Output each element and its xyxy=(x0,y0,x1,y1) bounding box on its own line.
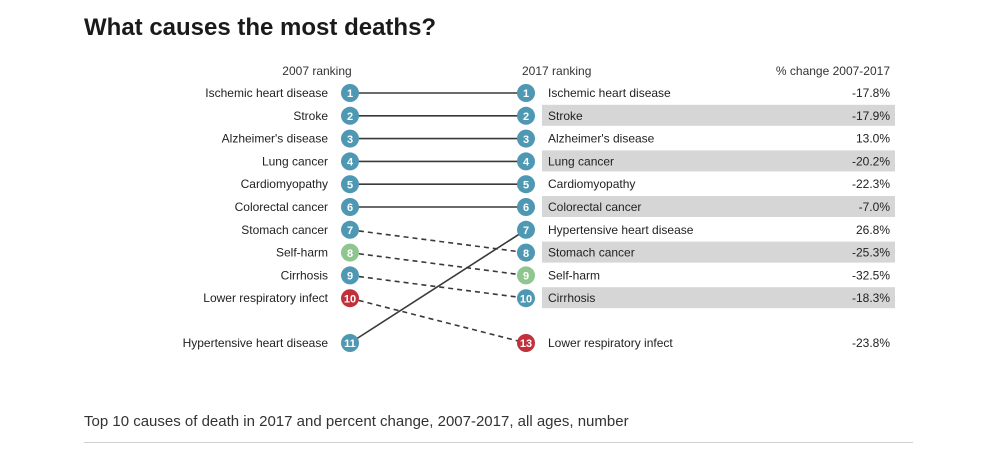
rank-number: 10 xyxy=(520,293,532,305)
rank-line xyxy=(349,297,527,344)
cause-label-2017: Lung cancer xyxy=(548,154,614,168)
row-shade xyxy=(542,196,895,217)
rank-badge-2007: 6 xyxy=(341,198,359,216)
cause-label-2007: Lung cancer xyxy=(262,154,328,168)
rank-badge-2017: 7 xyxy=(517,220,535,239)
divider xyxy=(84,442,913,443)
percent-change-value: -7.0% xyxy=(859,200,891,214)
percent-change-value: -23.8% xyxy=(852,336,890,350)
rank-badge-2007: 4 xyxy=(341,152,359,171)
rank-number: 10 xyxy=(344,293,356,305)
cause-label-2007: Lower respiratory infect xyxy=(203,291,328,305)
row-shade xyxy=(542,150,895,172)
rank-number: 4 xyxy=(347,157,354,169)
rank-number: 6 xyxy=(523,202,529,214)
rank-number: 9 xyxy=(347,271,353,283)
rank-number: 2 xyxy=(347,111,353,123)
percent-change-value: -25.3% xyxy=(852,246,890,260)
slope-chart: 1 Ischemic heart disease 2 Stroke 3 Alzheimer… xyxy=(183,64,895,352)
rank-number: 4 xyxy=(523,157,530,169)
rank-number: 2 xyxy=(523,111,529,123)
rank-badge-2017: 9 xyxy=(517,266,535,285)
rank-badge-2007: 7 xyxy=(341,220,359,239)
rank-line xyxy=(349,229,527,344)
cause-label-2017: Ischemic heart disease xyxy=(548,86,671,100)
cause-label-2007: Stroke xyxy=(293,109,328,123)
rank-number: 3 xyxy=(523,134,529,146)
rank-badge-2007: 1 xyxy=(341,84,359,102)
rank-number: 5 xyxy=(347,179,353,191)
rank-badge-2017: 3 xyxy=(517,129,535,148)
rank-number: 8 xyxy=(347,248,353,260)
rank-number: 5 xyxy=(523,179,529,191)
rank-badge-2007: 10 xyxy=(341,289,359,308)
rank-badge-2017: 4 xyxy=(517,152,535,171)
rank-badge-2007: 8 xyxy=(341,243,359,262)
rank-number: 1 xyxy=(347,88,353,100)
cause-label-2007: Hypertensive heart disease xyxy=(183,336,329,350)
change-column-header: % change 2007-2017 xyxy=(776,64,890,78)
left-column-header: 2007 ranking xyxy=(282,64,351,78)
cause-label-2017: Alzheimer's disease xyxy=(548,132,655,146)
rank-number: 3 xyxy=(347,134,353,146)
chart-caption: Top 10 causes of death in 2017 and perce… xyxy=(84,413,629,430)
rank-badge-2017: 5 xyxy=(517,175,535,194)
rank-badge-2007: 9 xyxy=(341,266,359,285)
row-shade xyxy=(542,104,895,126)
cause-label-2017: Stroke xyxy=(548,109,583,123)
cause-label-2017: Hypertensive heart disease xyxy=(548,223,694,237)
rank-number: 13 xyxy=(520,338,532,350)
row-shade xyxy=(542,241,895,263)
rank-number: 8 xyxy=(523,248,529,260)
rank-badge-2007: 11 xyxy=(341,334,359,352)
rank-line xyxy=(349,251,527,277)
percent-change-value: -22.3% xyxy=(852,177,890,191)
right-column-header: 2017 ranking xyxy=(522,64,591,78)
percent-change-value: -17.8% xyxy=(852,86,890,100)
rank-badge-2007: 5 xyxy=(341,175,359,194)
row-shade xyxy=(542,287,895,309)
rank-badge-2017: 13 xyxy=(517,334,535,352)
rank-badge-2007: 2 xyxy=(341,106,359,125)
rank-badge-2017: 6 xyxy=(517,198,535,216)
cause-label-2017: Stomach cancer xyxy=(548,246,635,260)
rank-number: 7 xyxy=(523,225,529,237)
rank-badge-2007: 3 xyxy=(341,129,359,148)
rank-line xyxy=(349,229,527,254)
cause-label-2007: Colorectal cancer xyxy=(235,200,328,214)
page-title: What causes the most deaths? xyxy=(84,14,437,41)
percent-change-value: -17.9% xyxy=(852,109,890,123)
rank-line xyxy=(349,274,527,299)
cause-label-2007: Stomach cancer xyxy=(241,223,328,237)
percent-change-value: -20.2% xyxy=(852,154,890,168)
cause-label-2017: Lower respiratory infect xyxy=(548,336,673,350)
cause-label-2007: Cirrhosis xyxy=(281,268,328,282)
rank-badge-2017: 2 xyxy=(517,106,535,125)
rank-number: 6 xyxy=(347,202,353,214)
rank-number: 11 xyxy=(344,338,356,350)
rank-number: 7 xyxy=(347,225,353,237)
percent-change-value: -18.3% xyxy=(852,291,890,305)
rank-badge-2017: 10 xyxy=(517,289,535,308)
rank-badge-2017: 1 xyxy=(517,84,535,102)
cause-label-2007: Cardiomyopathy xyxy=(241,177,328,191)
rank-badge-2017: 8 xyxy=(517,243,535,262)
cause-label-2007: Alzheimer's disease xyxy=(222,132,329,146)
cause-label-2017: Colorectal cancer xyxy=(548,200,641,214)
cause-label-2007: Ischemic heart disease xyxy=(205,86,328,100)
percent-change-value: -32.5% xyxy=(852,268,890,282)
rank-number: 1 xyxy=(523,88,529,100)
percent-change-value: 26.8% xyxy=(856,223,890,237)
rank-number: 9 xyxy=(523,271,529,283)
cause-label-2017: Self-harm xyxy=(548,268,600,282)
cause-label-2007: Self-harm xyxy=(276,246,328,260)
cause-label-2017: Cardiomyopathy xyxy=(548,177,635,191)
cause-label-2017: Cirrhosis xyxy=(548,291,595,305)
percent-change-value: 13.0% xyxy=(856,132,890,146)
